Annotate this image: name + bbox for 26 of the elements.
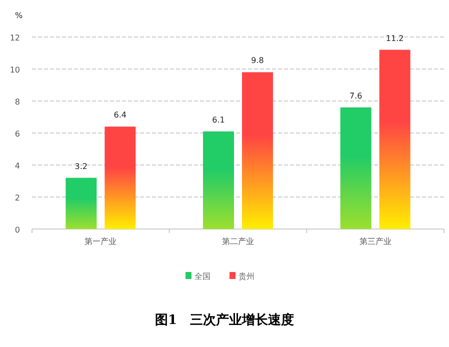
y-tick-label: 6 bbox=[14, 130, 20, 138]
y-tick-label: 8 bbox=[14, 98, 20, 106]
data-label: 6.4 bbox=[114, 110, 127, 120]
x-tick-label: 第三产业 bbox=[359, 237, 392, 246]
y-axis-title: % bbox=[15, 11, 23, 20]
data-label: 9.8 bbox=[251, 56, 264, 66]
bar bbox=[66, 178, 97, 229]
y-tick-label: 0 bbox=[14, 226, 20, 234]
legend-label: 全国 bbox=[194, 272, 210, 281]
bar bbox=[242, 72, 273, 229]
y-tick-label: 4 bbox=[14, 162, 20, 170]
y-tick-label: 2 bbox=[14, 194, 20, 202]
x-tick-label: 第二产业 bbox=[222, 237, 254, 246]
y-tick-label: 12 bbox=[10, 34, 20, 42]
data-label: 11.2 bbox=[386, 34, 404, 43]
data-label: 7.6 bbox=[349, 91, 362, 100]
data-label: 6.1 bbox=[212, 115, 225, 124]
bar bbox=[340, 107, 372, 229]
bar bbox=[203, 131, 234, 229]
bar bbox=[379, 50, 410, 229]
bar bbox=[104, 126, 136, 229]
legend-label: 贵州 bbox=[238, 272, 254, 281]
x-tick-label: 第一产业 bbox=[84, 237, 117, 246]
text: 图1 三次产业增长速度 bbox=[154, 312, 294, 328]
data-label: 3.2 bbox=[74, 162, 88, 171]
y-tick-label: 10 bbox=[10, 66, 20, 74]
